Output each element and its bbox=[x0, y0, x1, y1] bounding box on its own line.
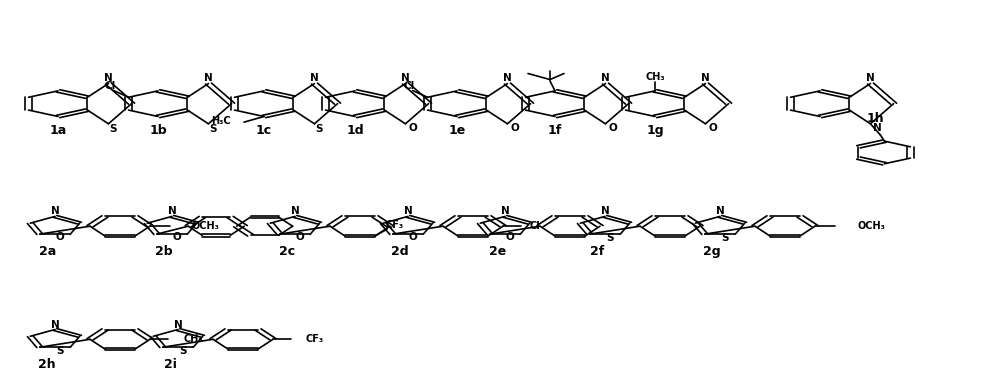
Text: CF₃: CF₃ bbox=[305, 334, 323, 344]
Text: N: N bbox=[601, 73, 610, 83]
Text: 2g: 2g bbox=[703, 245, 721, 257]
Text: N: N bbox=[204, 73, 213, 83]
Text: 1e: 1e bbox=[448, 124, 466, 137]
Text: N: N bbox=[51, 207, 59, 216]
Text: 2h: 2h bbox=[38, 358, 56, 371]
Text: 1a: 1a bbox=[49, 124, 67, 137]
Text: O: O bbox=[506, 232, 515, 242]
Text: N: N bbox=[503, 73, 512, 83]
Text: 2a: 2a bbox=[39, 245, 56, 257]
Text: N: N bbox=[601, 207, 609, 216]
Text: N: N bbox=[401, 73, 410, 83]
Text: O: O bbox=[408, 123, 417, 133]
Text: N: N bbox=[168, 207, 176, 216]
Text: O: O bbox=[510, 123, 519, 133]
Text: 1h: 1h bbox=[866, 112, 884, 125]
Text: O: O bbox=[608, 123, 617, 133]
Text: 2d: 2d bbox=[391, 245, 409, 257]
Text: H₃C: H₃C bbox=[211, 116, 231, 126]
Text: O: O bbox=[56, 232, 65, 242]
Text: O: O bbox=[409, 232, 418, 242]
Text: Cl: Cl bbox=[530, 221, 541, 231]
Text: S: S bbox=[110, 124, 117, 134]
Text: 2c: 2c bbox=[279, 245, 295, 257]
Text: 2i: 2i bbox=[164, 358, 177, 371]
Text: N: N bbox=[51, 320, 59, 329]
Text: N: N bbox=[866, 73, 875, 83]
Text: O: O bbox=[296, 232, 305, 242]
Text: CH₃: CH₃ bbox=[184, 334, 204, 344]
Text: N: N bbox=[291, 207, 299, 216]
Text: N: N bbox=[310, 73, 319, 83]
Text: S: S bbox=[316, 124, 323, 134]
Text: OCH₃: OCH₃ bbox=[857, 221, 885, 231]
Text: N: N bbox=[104, 73, 113, 83]
Text: 2f: 2f bbox=[590, 245, 604, 257]
Text: OCH₃: OCH₃ bbox=[192, 221, 220, 231]
Text: CH₃: CH₃ bbox=[645, 72, 665, 82]
Text: O: O bbox=[173, 232, 182, 242]
Text: S: S bbox=[722, 233, 729, 242]
Text: 1b: 1b bbox=[149, 124, 167, 137]
Text: S: S bbox=[210, 124, 217, 134]
Text: N: N bbox=[501, 207, 509, 216]
Text: S: S bbox=[607, 233, 614, 242]
Text: Cl: Cl bbox=[404, 81, 415, 91]
Text: N: N bbox=[701, 73, 710, 83]
Text: N: N bbox=[873, 123, 882, 133]
Text: S: S bbox=[57, 346, 64, 356]
Text: O: O bbox=[708, 123, 717, 133]
Text: 1f: 1f bbox=[548, 124, 562, 137]
Text: 2e: 2e bbox=[489, 245, 506, 257]
Text: N: N bbox=[174, 320, 182, 329]
Text: N: N bbox=[716, 207, 724, 216]
Text: 1c: 1c bbox=[256, 124, 272, 137]
Text: 1g: 1g bbox=[646, 124, 664, 137]
Text: 2b: 2b bbox=[155, 245, 173, 257]
Text: 1d: 1d bbox=[346, 124, 364, 137]
Text: S: S bbox=[180, 346, 187, 356]
Text: N: N bbox=[404, 207, 412, 216]
Text: CF₃: CF₃ bbox=[386, 220, 404, 230]
Text: Cl: Cl bbox=[105, 81, 116, 91]
